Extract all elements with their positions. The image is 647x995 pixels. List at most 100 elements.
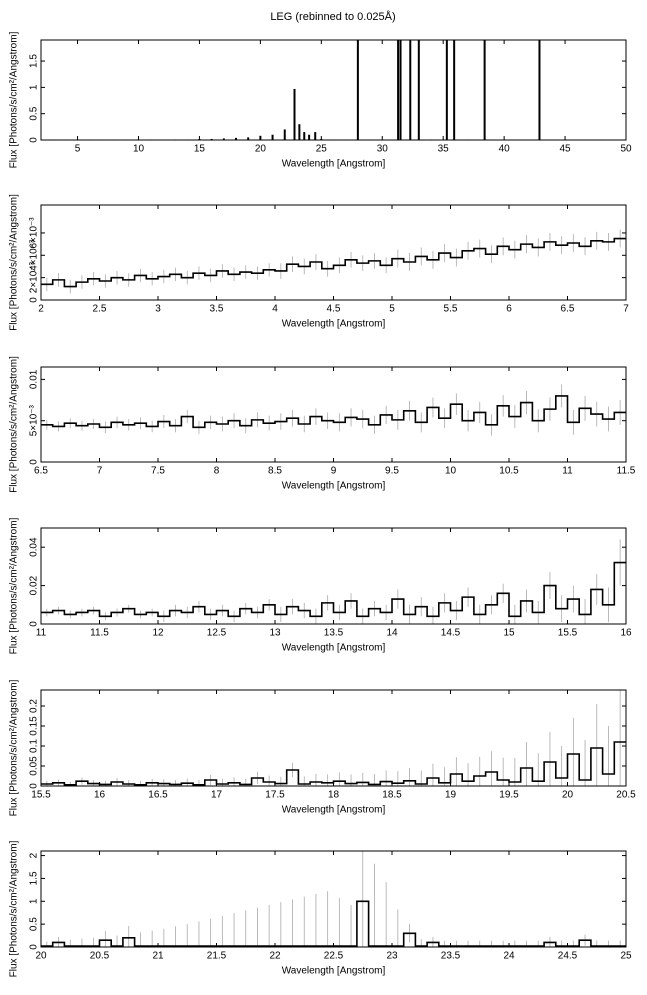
x-tick-label: 12.5 bbox=[207, 628, 227, 639]
x-tick-label: 16 bbox=[620, 628, 632, 639]
axes-frame bbox=[40, 204, 627, 301]
x-axis-label: Wavelength [Angstrom] bbox=[282, 966, 386, 977]
bar bbox=[210, 138, 213, 140]
y-tick-label: 4×10⁻³ bbox=[29, 239, 40, 271]
plot-area bbox=[41, 539, 626, 624]
x-tick-label: 17.5 bbox=[265, 790, 285, 801]
bar bbox=[538, 40, 541, 140]
x-axis-label: Wavelength [Angstrom] bbox=[282, 643, 386, 654]
bar bbox=[409, 40, 412, 140]
y-tick-label: 1.5 bbox=[29, 54, 40, 68]
y-tick-label: 0.2 bbox=[29, 699, 40, 713]
x-tick-label: 20 bbox=[35, 951, 47, 962]
x-tick-label: 21.5 bbox=[207, 951, 227, 962]
x-tick-label: 16 bbox=[94, 790, 106, 801]
bar bbox=[235, 137, 237, 140]
bar bbox=[483, 40, 486, 140]
x-axis-label: Wavelength [Angstrom] bbox=[282, 481, 386, 492]
axes-frame bbox=[40, 689, 627, 787]
y-tick-label: 0 bbox=[29, 459, 40, 465]
plot-area bbox=[41, 690, 626, 786]
x-tick-label: 16.5 bbox=[148, 790, 168, 801]
x-tick-label: 20.5 bbox=[616, 790, 636, 801]
x-tick-label: 18 bbox=[328, 790, 340, 801]
x-tick-label: 10.5 bbox=[499, 466, 519, 477]
x-tick-label: 12 bbox=[152, 628, 164, 639]
y-tick-label: 0.02 bbox=[29, 575, 40, 595]
bar bbox=[298, 124, 301, 140]
x-tick-label: 23.5 bbox=[441, 951, 461, 962]
x-tick-label: 7.5 bbox=[151, 466, 165, 477]
x-tick-label: 9 bbox=[331, 466, 337, 477]
plot-area bbox=[41, 851, 626, 947]
y-tick-label: 1 bbox=[29, 84, 40, 90]
x-tick-label: 15.5 bbox=[31, 790, 51, 801]
y-tick-label: 2×10⁻³ bbox=[29, 261, 40, 293]
plot-area bbox=[41, 384, 626, 436]
axes-frame bbox=[40, 850, 627, 948]
plot-area bbox=[52, 40, 603, 140]
x-tick-label: 8.5 bbox=[268, 466, 282, 477]
y-tick-label: 0.5 bbox=[29, 106, 40, 120]
y-tick-label: 0.15 bbox=[29, 716, 40, 736]
x-tick-label: 13 bbox=[269, 628, 281, 639]
y-tick-label: 0.1 bbox=[29, 739, 40, 753]
x-tick-label: 30 bbox=[377, 144, 389, 155]
x-tick-label: 20 bbox=[562, 790, 574, 801]
bar bbox=[303, 132, 306, 140]
x-tick-label: 25 bbox=[316, 144, 328, 155]
y-axis-label: Flux [Photons/s/cm²/Angstrom] bbox=[9, 356, 20, 493]
spectrum bbox=[41, 395, 626, 429]
chart-title: LEG (rebinned to 0.025Å) bbox=[270, 10, 395, 23]
x-tick-label: 6.5 bbox=[34, 466, 48, 477]
x-tick-label: 3.5 bbox=[210, 304, 224, 315]
y-axis-label: Flux [Photons/s/cm²/Angstrom] bbox=[9, 31, 20, 168]
x-tick-label: 14.5 bbox=[441, 628, 461, 639]
y-tick-label: 2 bbox=[29, 852, 40, 858]
axes-frame bbox=[40, 39, 627, 141]
x-tick-label: 6.5 bbox=[561, 304, 575, 315]
x-tick-label: 18.5 bbox=[382, 790, 402, 801]
bar bbox=[247, 137, 250, 140]
x-tick-label: 25 bbox=[620, 951, 632, 962]
x-axis-label: Wavelength [Angstrom] bbox=[282, 805, 386, 816]
x-tick-label: 13.5 bbox=[324, 628, 344, 639]
bar bbox=[222, 138, 225, 140]
x-tick-label: 15 bbox=[503, 628, 515, 639]
x-tick-label: 5 bbox=[75, 144, 81, 155]
x-tick-label: 11.5 bbox=[617, 466, 636, 477]
x-tick-label: 6 bbox=[506, 304, 512, 315]
y-axis-label: Flux [Photons/s/cm²/Angstrom] bbox=[9, 679, 20, 816]
y-axis-label: Flux [Photons/s/cm²/Angstrom] bbox=[9, 840, 20, 977]
bar bbox=[283, 129, 286, 140]
y-tick-label: 0 bbox=[29, 783, 40, 789]
y-tick-label: 0.01 bbox=[29, 369, 40, 389]
x-tick-label: 40 bbox=[499, 144, 511, 155]
bar bbox=[314, 132, 317, 140]
bar bbox=[445, 40, 448, 140]
bar bbox=[308, 134, 311, 140]
y-tick-label: 1.5 bbox=[29, 871, 40, 885]
bar bbox=[397, 40, 400, 140]
x-tick-label: 10 bbox=[133, 144, 145, 155]
x-tick-label: 45 bbox=[560, 144, 572, 155]
spectrum bbox=[41, 900, 626, 947]
x-tick-label: 10 bbox=[445, 466, 457, 477]
x-tick-label: 3 bbox=[155, 304, 161, 315]
x-tick-label: 19.5 bbox=[499, 790, 519, 801]
plot-area bbox=[41, 229, 626, 294]
x-tick-label: 20 bbox=[255, 144, 267, 155]
x-tick-label: 24 bbox=[503, 951, 515, 962]
x-axis-label: Wavelength [Angstrom] bbox=[282, 159, 386, 170]
x-tick-label: 50 bbox=[620, 144, 632, 155]
bar bbox=[293, 88, 296, 140]
x-tick-label: 5.5 bbox=[444, 304, 458, 315]
spectrum bbox=[41, 237, 626, 288]
bar bbox=[417, 40, 420, 140]
bar bbox=[356, 40, 359, 140]
x-tick-label: 23 bbox=[386, 951, 398, 962]
y-tick-label: 5×10⁻³ bbox=[29, 404, 40, 436]
x-tick-label: 15 bbox=[194, 144, 206, 155]
y-tick-label: 0 bbox=[29, 621, 40, 627]
